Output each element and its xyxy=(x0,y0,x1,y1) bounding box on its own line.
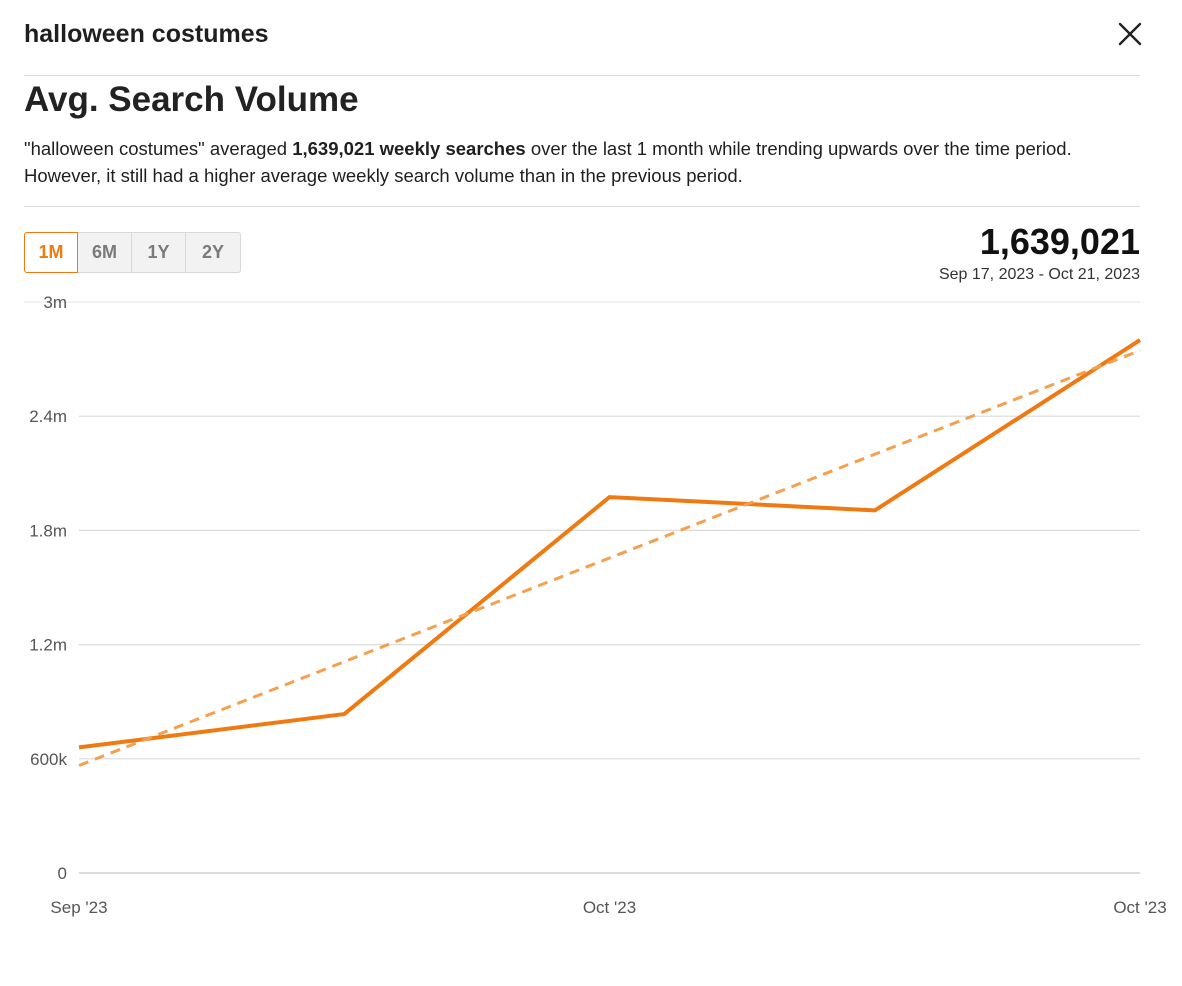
average-value: 1,639,021 xyxy=(979,221,1140,262)
stat-block: 1,639,021 Sep 17, 2023 - Oct 21, 2023 xyxy=(939,220,1140,286)
tab-2y[interactable]: 2Y xyxy=(185,232,241,273)
y-tick-label: 1.2m xyxy=(29,636,67,655)
close-button[interactable] xyxy=(1116,20,1144,48)
tab-6m[interactable]: 6M xyxy=(77,232,132,273)
y-tick-label: 3m xyxy=(43,293,67,312)
trend-line xyxy=(78,349,1141,767)
x-tick-label: Sep '23 xyxy=(50,898,107,917)
modal-header: halloween costumes xyxy=(24,14,1142,54)
y-tick-label: 0 xyxy=(58,864,67,883)
summary-text: "halloween costumes" averaged 1,639,021 … xyxy=(24,135,1140,189)
date-range: Sep 17, 2023 - Oct 21, 2023 xyxy=(938,266,1140,283)
query-title: halloween costumes xyxy=(24,20,269,48)
search-volume-chart: 0 600k 1.2m 1.8m 2.4m 3m Sep '23 Oct '23 Oct '23 xyxy=(0,290,1182,930)
divider xyxy=(24,75,1140,76)
divider xyxy=(24,206,1140,207)
summary-part-2: over the last 1 month while trending upw… xyxy=(24,138,1072,186)
y-tick-label: 2.4m xyxy=(29,407,67,426)
summary-highlight: 1,639,021 weekly searches xyxy=(292,138,526,159)
close-icon[interactable] xyxy=(1116,20,1144,48)
tab-1y[interactable]: 1Y xyxy=(131,232,186,273)
y-tick-label: 600k xyxy=(30,750,67,769)
x-tick-label: Oct '23 xyxy=(583,898,636,917)
summary-part-1: "halloween costumes" averaged xyxy=(24,138,293,159)
time-range-tabs: 1M 6M 1Y 2Y xyxy=(24,232,241,273)
line-chart: 0 600k 1.2m 1.8m 2.4m 3m Sep '23 Oct '23 Oct '23 xyxy=(24,293,1167,917)
y-tick-label: 1.8m xyxy=(29,521,67,540)
tab-1m[interactable]: 1M xyxy=(24,232,78,273)
x-tick-label: Oct '23 xyxy=(1113,898,1166,917)
series-line xyxy=(78,338,1142,750)
section-title: Avg. Search Volume xyxy=(24,80,359,119)
